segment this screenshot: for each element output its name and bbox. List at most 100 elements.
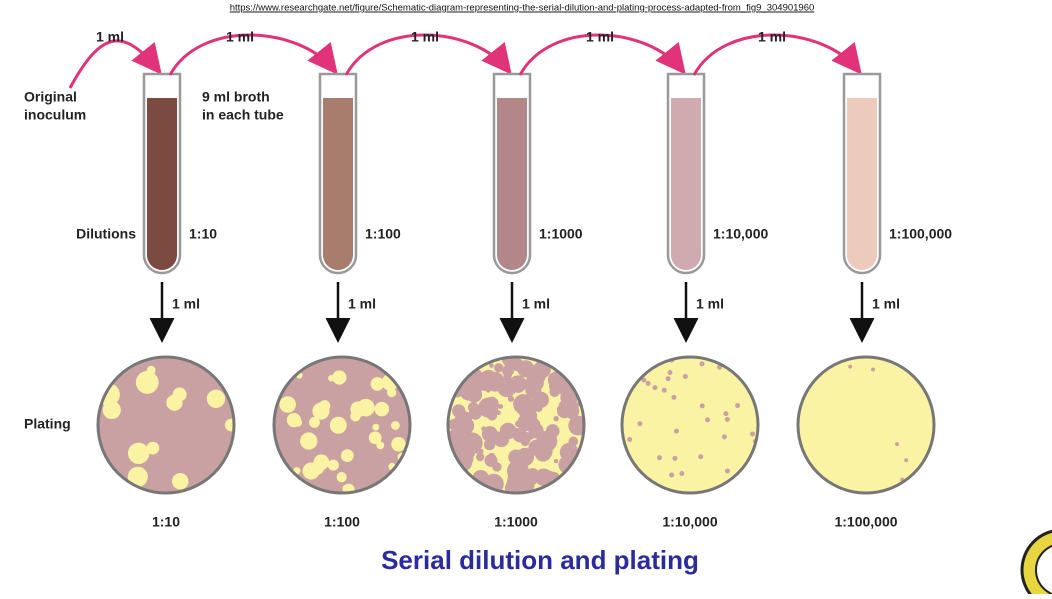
transfer-arrow <box>168 33 338 76</box>
plate <box>798 357 934 493</box>
tube <box>666 72 706 275</box>
colony <box>558 400 569 411</box>
inoculum-label: inoculum <box>24 107 86 123</box>
colony <box>127 442 150 465</box>
source-link[interactable]: https://www.researchgate.net/figure/Sche… <box>230 3 815 14</box>
colony <box>286 412 302 428</box>
colony <box>511 358 524 372</box>
tube-liquid <box>323 98 353 270</box>
broth-note: 9 ml broth <box>202 89 270 105</box>
colony <box>481 426 487 432</box>
colony <box>224 418 234 432</box>
colony <box>489 363 494 368</box>
colony <box>645 380 651 386</box>
transfer-arrow <box>68 39 162 89</box>
colony <box>667 370 673 376</box>
colony <box>627 437 633 443</box>
colony <box>328 375 335 382</box>
transfer-arrow <box>692 33 862 76</box>
colony <box>530 390 540 400</box>
logo <box>1020 529 1052 599</box>
colony <box>286 398 296 408</box>
plating-label: Plating <box>24 416 71 432</box>
colony <box>672 455 678 461</box>
colony <box>699 361 705 367</box>
colony <box>484 396 499 412</box>
tube <box>142 72 182 275</box>
plate-label: 1:100,000 <box>834 514 897 530</box>
plate-rim <box>620 355 760 495</box>
colony <box>530 365 545 381</box>
colony <box>507 471 522 486</box>
tube-liquid <box>147 98 177 270</box>
colony <box>532 440 545 453</box>
plate-label: 1:100 <box>324 514 360 530</box>
colony <box>637 421 643 427</box>
colony <box>716 364 722 370</box>
colony <box>895 442 900 447</box>
colony <box>386 387 397 398</box>
plate-rim <box>272 355 412 495</box>
colony <box>724 468 730 474</box>
colony <box>146 441 160 455</box>
transfer-label: 1 ml <box>586 29 614 45</box>
colony <box>300 432 318 450</box>
colony <box>464 373 485 395</box>
colony <box>498 403 504 409</box>
colony <box>495 410 501 416</box>
transfer-label: 1 ml <box>411 29 439 45</box>
tube <box>318 72 358 275</box>
colony <box>904 458 909 463</box>
colony <box>671 394 677 400</box>
title: Serial dilution and plating <box>381 545 699 575</box>
colony <box>391 421 400 430</box>
colony <box>374 401 390 417</box>
colony <box>682 373 688 379</box>
colony <box>522 395 528 401</box>
colony <box>332 370 347 385</box>
colony <box>871 367 876 372</box>
colony <box>508 449 524 465</box>
transfer-label: 1 ml <box>696 296 724 312</box>
plate-label: 1:10,000 <box>662 514 717 530</box>
colony <box>448 428 465 446</box>
colony <box>525 468 540 483</box>
plate-label: 1:1000 <box>494 514 538 530</box>
colony <box>518 408 527 417</box>
colony <box>370 377 385 391</box>
colony <box>568 436 579 447</box>
colony <box>475 452 485 462</box>
dilution-label: 1:10,000 <box>713 226 768 242</box>
colony <box>669 472 675 478</box>
colony <box>357 398 375 417</box>
colony <box>566 409 577 420</box>
colony <box>679 471 685 477</box>
transfer-label: 1 ml <box>758 29 786 45</box>
broth-note: in each tube <box>202 107 284 123</box>
colony <box>504 479 525 493</box>
tube <box>492 72 532 275</box>
transfer-arrow <box>518 33 686 76</box>
colony <box>848 364 853 369</box>
colony <box>487 409 496 418</box>
transfer-label: 1 ml <box>96 29 124 45</box>
colony <box>553 458 559 464</box>
dilutions-label: Dilutions <box>76 226 136 242</box>
plate-rim <box>446 355 586 495</box>
colony <box>340 449 354 463</box>
transfer-label: 1 ml <box>522 296 550 312</box>
colony <box>705 417 711 423</box>
colony <box>135 371 159 394</box>
colony <box>492 462 502 472</box>
colony <box>368 431 382 445</box>
plate-rim <box>796 355 936 495</box>
colony <box>550 380 557 387</box>
dilution-label: 1:10 <box>189 226 217 242</box>
agar <box>798 357 934 493</box>
dilution-label: 1:100 <box>365 226 401 242</box>
colony <box>166 394 183 411</box>
colony <box>453 415 465 427</box>
colony <box>641 377 647 383</box>
